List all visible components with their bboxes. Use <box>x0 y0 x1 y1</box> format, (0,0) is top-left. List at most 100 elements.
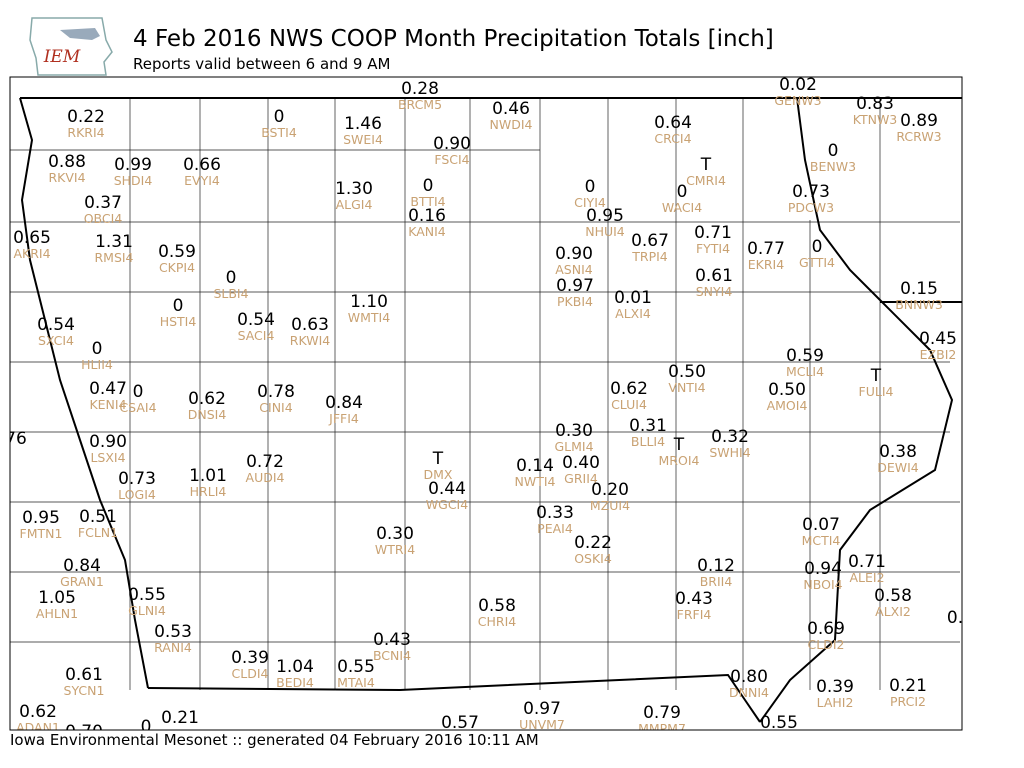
station-value: 0.20 <box>591 480 629 500</box>
station-id: WGCI4 <box>426 497 468 512</box>
station-id: GENW3 <box>774 93 821 108</box>
county-lines <box>10 98 960 690</box>
station-id: CSAI4 <box>119 400 156 415</box>
station-value: 0.37 <box>84 193 122 213</box>
station-id: DEWI4 <box>877 460 919 475</box>
station-id: DNSI4 <box>188 407 227 422</box>
station-value: T <box>700 155 712 175</box>
station-id: OSKI4 <box>574 551 612 566</box>
station-value: 0.80 <box>730 667 768 687</box>
station-id: ALXI2 <box>875 604 911 619</box>
station-value: 0.12 <box>697 556 735 576</box>
station-id: RMSI4 <box>94 250 133 265</box>
station-id: ALXI4 <box>615 306 651 321</box>
station-id: EKRI4 <box>748 257 784 272</box>
station-id: GLMI4 <box>554 439 593 454</box>
station-id: GRAN1 <box>60 574 104 589</box>
station-id: CHRI4 <box>478 614 516 629</box>
station-id: NWDI4 <box>490 117 533 132</box>
station-value: 0 <box>677 182 688 202</box>
station-id: JFFI4 <box>328 411 359 426</box>
station-value: 0 <box>274 107 285 127</box>
station-value: 0.84 <box>325 393 363 413</box>
station-value: 0.07 <box>802 515 840 535</box>
station-id: EZBI2 <box>920 347 957 362</box>
station-value: 0.79 <box>643 703 681 723</box>
station-id: KTNW3 <box>853 112 898 127</box>
footer: Iowa Environmental Mesonet :: generated … <box>10 731 539 749</box>
station-value: 0.84 <box>63 556 101 576</box>
station-id: RKRI4 <box>67 125 104 140</box>
station-value: 0.55 <box>760 713 798 733</box>
station-value: 0 <box>828 141 839 161</box>
station-value: 1.01 <box>189 466 227 486</box>
station-value: 0.55 <box>128 585 166 605</box>
station-value: 0.53 <box>259 727 297 747</box>
station-value: 0.40 <box>562 453 600 473</box>
station-value: 0.01 <box>614 288 652 308</box>
station-id: CLDI4 <box>232 666 269 681</box>
station-value: T <box>673 435 685 455</box>
station-value: 0.47 <box>89 379 127 399</box>
station-value: 0.95 <box>586 206 624 226</box>
station-value: 1.31 <box>95 232 133 252</box>
station-id: CKPI4 <box>159 260 195 275</box>
station-value: 0.62 <box>188 389 226 409</box>
station-id: FMTN1 <box>20 526 63 541</box>
station-value: 0.64 <box>654 113 692 133</box>
station-id: ASNI4 <box>555 262 593 277</box>
station-value: 0.71 <box>694 223 732 243</box>
station-value: 0 <box>173 296 184 316</box>
map-subtitle: Reports valid between 6 and 9 AM <box>133 55 390 73</box>
station-value: 0.14 <box>516 456 554 476</box>
station-id: SLBI4 <box>213 286 248 301</box>
station-value: 0.22 <box>574 533 612 553</box>
station-value: 1.30 <box>335 179 373 199</box>
station-value: 76 <box>5 429 27 449</box>
station-id: BCNI4 <box>373 648 411 663</box>
station-id: FSCI4 <box>434 152 469 167</box>
station-value: 0.31 <box>629 416 667 436</box>
station-value: 0.30 <box>376 524 414 544</box>
station-value: 0.72 <box>246 452 284 472</box>
station-value: 0 <box>423 176 434 196</box>
station-value: 0.67 <box>631 231 669 251</box>
station-value: 0.63 <box>291 315 329 335</box>
station-value: 0 <box>226 268 237 288</box>
station-value: 0.70 <box>65 722 103 742</box>
station-value: 0.95 <box>22 508 60 528</box>
station-value: 0.73 <box>118 469 156 489</box>
station-value: 1.10 <box>350 292 388 312</box>
station-id: VNTI4 <box>668 380 705 395</box>
station-id: WTRI4 <box>375 542 415 557</box>
station-value: 0.21 <box>161 708 199 728</box>
station-id: FULI4 <box>859 384 894 399</box>
station-value: 0.99 <box>114 155 152 175</box>
station-id: LOGI4 <box>118 487 156 502</box>
station-value: 0.16 <box>408 206 446 226</box>
station-value: 0.90 <box>89 432 127 452</box>
station-id: BENW3 <box>810 159 856 174</box>
station-id: BTTI4 <box>410 194 445 209</box>
station-value: 0.46 <box>492 99 530 119</box>
station-value: 0.97 <box>556 276 594 296</box>
station-value: 0.54 <box>37 315 75 335</box>
station-id: NBOI4 <box>803 577 842 592</box>
station-value: 0.45 <box>919 329 957 349</box>
station-id: PEAI4 <box>537 521 573 536</box>
state-borders <box>19 97 962 723</box>
station-value: 0.32 <box>711 427 749 447</box>
station-value: 0.83 <box>856 94 894 114</box>
station-value: 0.71 <box>848 552 886 572</box>
station-value: 0.69 <box>807 619 845 639</box>
station-id: SWHI4 <box>709 445 750 460</box>
station-value: 0 <box>133 382 144 402</box>
station-id: SWEI4 <box>343 132 383 147</box>
logo-text: IEM <box>43 47 81 67</box>
station-id: MMPM7 <box>638 721 686 736</box>
station-id: GTTI4 <box>799 255 835 270</box>
station-value: 0.58 <box>874 586 912 606</box>
station-id: RCRW3 <box>896 129 941 144</box>
